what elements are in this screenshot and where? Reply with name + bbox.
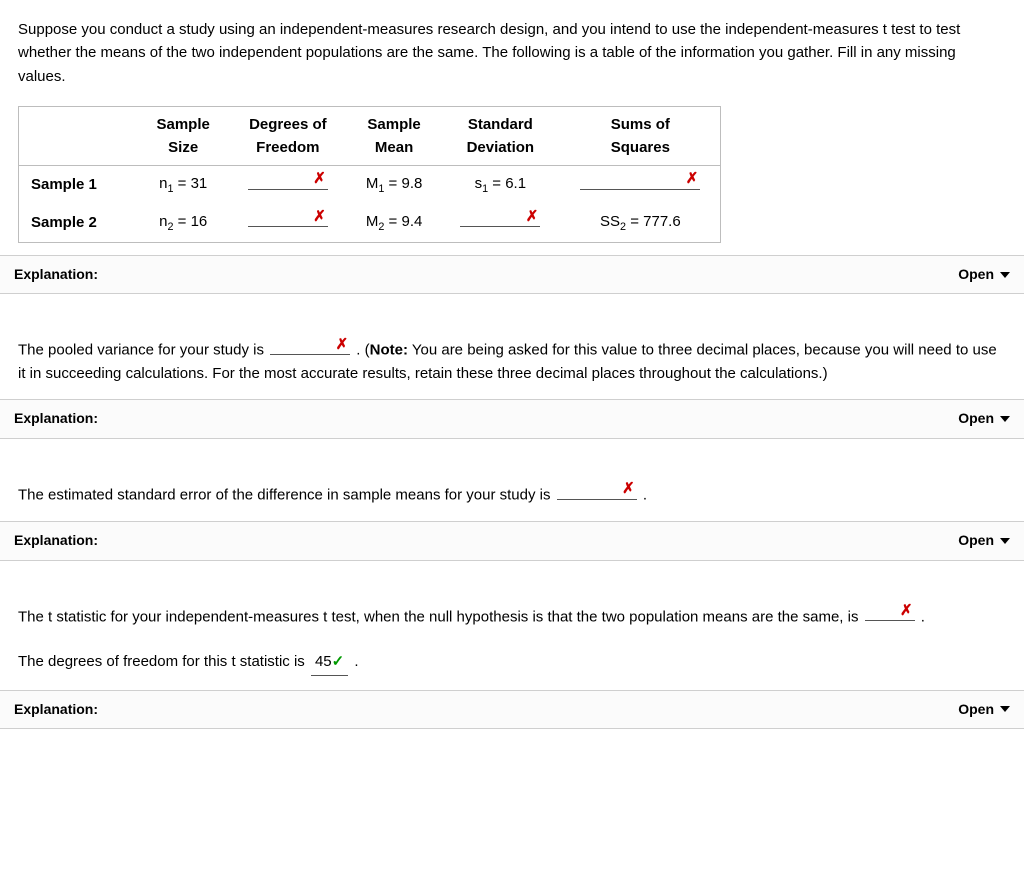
cell-df1[interactable]: ✗ xyxy=(228,166,348,204)
chevron-down-icon xyxy=(1000,272,1010,278)
explanation-toggle[interactable]: Explanation: Open xyxy=(0,399,1024,439)
cell-ss1[interactable]: ✗ xyxy=(560,166,721,204)
explanation-toggle[interactable]: Explanation: Open xyxy=(0,690,1024,730)
df-answer[interactable]: 45✓ xyxy=(311,650,348,675)
open-button[interactable]: Open xyxy=(958,530,1010,552)
explanation-label: Explanation: xyxy=(14,264,98,286)
wrong-icon: ✗ xyxy=(313,205,326,228)
explanation-label: Explanation: xyxy=(14,408,98,430)
chevron-down-icon xyxy=(1000,538,1010,544)
explanation-label: Explanation: xyxy=(14,530,98,552)
explanation-label: Explanation: xyxy=(14,699,98,721)
pooled-variance-input[interactable]: ✗ xyxy=(270,338,350,355)
wrong-icon: ✗ xyxy=(313,167,326,190)
col-blank xyxy=(19,106,139,166)
wrong-icon: ✗ xyxy=(900,599,913,622)
cell-s2[interactable]: ✗ xyxy=(440,204,560,242)
wrong-icon: ✗ xyxy=(622,477,635,500)
table-row: Sample 1 n1 = 31 ✗ M1 = 9.8 s1 = 6.1 ✗ xyxy=(19,166,721,204)
cell-n1: n1 = 31 xyxy=(139,166,228,204)
question-std-error: The estimated standard error of the diff… xyxy=(18,439,1006,521)
row-label: Sample 2 xyxy=(19,204,139,242)
col-ss: Sums ofSquares xyxy=(560,106,721,166)
wrong-icon: ✗ xyxy=(526,205,539,228)
intro-text: Suppose you conduct a study using an ind… xyxy=(18,18,1006,88)
col-mean: SampleMean xyxy=(348,106,440,166)
cell-s1: s1 = 6.1 xyxy=(440,166,560,204)
wrong-icon: ✗ xyxy=(686,167,699,190)
t-stat-input[interactable]: ✗ xyxy=(865,605,915,622)
chevron-down-icon xyxy=(1000,706,1010,712)
open-button[interactable]: Open xyxy=(958,408,1010,430)
chevron-down-icon xyxy=(1000,416,1010,422)
cell-df2[interactable]: ✗ xyxy=(228,204,348,242)
wrong-icon: ✗ xyxy=(336,333,349,356)
data-table: SampleSize Degrees ofFreedom SampleMean … xyxy=(18,106,721,243)
col-sample-size: SampleSize xyxy=(139,106,228,166)
explanation-toggle[interactable]: Explanation: Open xyxy=(0,521,1024,561)
cell-m1: M1 = 9.8 xyxy=(348,166,440,204)
explanation-toggle[interactable]: Explanation: Open xyxy=(0,255,1024,295)
question-pooled-variance: The pooled variance for your study is ✗ … xyxy=(18,294,1006,399)
cell-m2: M2 = 9.4 xyxy=(348,204,440,242)
std-error-input[interactable]: ✗ xyxy=(557,483,637,500)
check-icon: ✓ xyxy=(332,653,345,670)
cell-ss2: SS2 = 777.6 xyxy=(560,204,721,242)
open-button[interactable]: Open xyxy=(958,699,1010,721)
open-button[interactable]: Open xyxy=(958,264,1010,286)
question-t-and-df: The t statistic for your independent-mea… xyxy=(18,561,1006,690)
row-label: Sample 1 xyxy=(19,166,139,204)
table-row: Sample 2 n2 = 16 ✗ M2 = 9.4 ✗ SS2 = 777.… xyxy=(19,204,721,242)
cell-n2: n2 = 16 xyxy=(139,204,228,242)
col-sd: StandardDeviation xyxy=(440,106,560,166)
col-df: Degrees ofFreedom xyxy=(228,106,348,166)
